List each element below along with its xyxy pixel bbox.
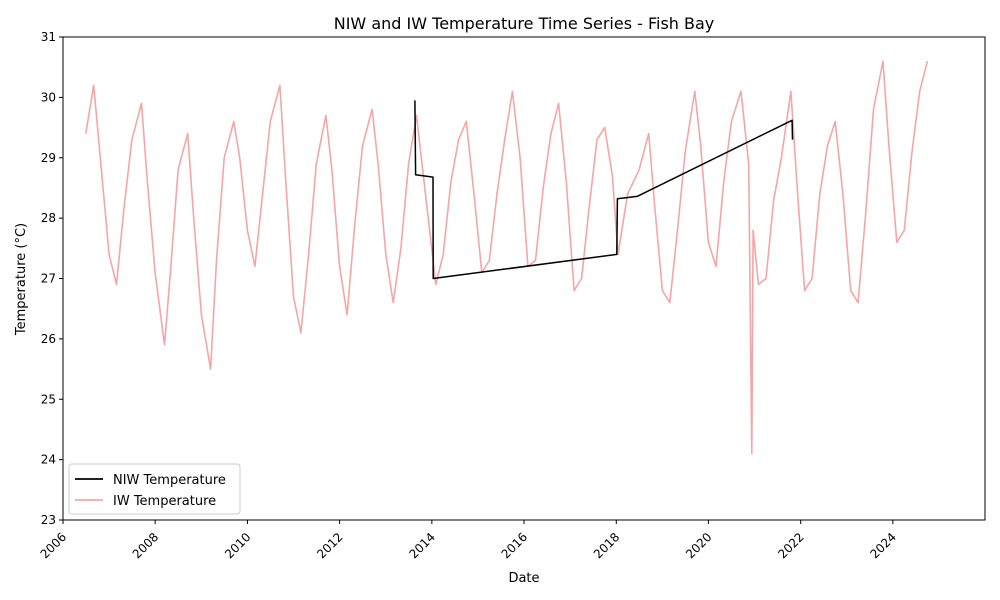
y-tick-label: 26 bbox=[41, 332, 56, 346]
plot-frame bbox=[62, 36, 986, 521]
y-tick-label: 31 bbox=[41, 30, 56, 44]
y-axis-label: Temperature (°C) bbox=[14, 223, 29, 336]
x-tick-label: 2020 bbox=[683, 530, 714, 561]
y-tick-label: 23 bbox=[41, 513, 56, 527]
x-tick-label: 2016 bbox=[499, 530, 530, 561]
x-tick-label: 2022 bbox=[775, 530, 806, 561]
x-tick-label: 2008 bbox=[130, 530, 161, 561]
legend-box bbox=[68, 463, 241, 515]
x-axis: 2006 2008 2010 2012 2014 2016 2018 2020 2022 2024 bbox=[38, 520, 899, 561]
x-tick-label: 2024 bbox=[867, 530, 898, 561]
x-tick-label: 2014 bbox=[406, 530, 437, 561]
x-tick-label: 2010 bbox=[222, 530, 253, 561]
x-axis-label: Date bbox=[508, 571, 539, 586]
y-axis: 23 24 25 26 27 28 29 30 31 bbox=[41, 30, 63, 527]
y-tick-label: 25 bbox=[41, 392, 56, 406]
x-tick-label: 2012 bbox=[314, 530, 345, 561]
y-tick-label: 30 bbox=[41, 90, 56, 104]
series-line-iw bbox=[85, 60, 929, 455]
y-tick-label: 28 bbox=[41, 211, 56, 225]
series-layer bbox=[85, 60, 929, 455]
y-tick-label: 24 bbox=[41, 453, 56, 467]
series-line-niw bbox=[414, 100, 794, 280]
legend-label-iw: IW Temperature bbox=[113, 494, 216, 509]
chart-title: NIW and IW Temperature Time Series - Fis… bbox=[334, 14, 715, 33]
legend: NIW Temperature IW Temperature bbox=[68, 463, 241, 515]
y-tick-label: 29 bbox=[41, 151, 56, 165]
x-tick-label: 2006 bbox=[38, 530, 69, 561]
legend-label-niw: NIW Temperature bbox=[113, 473, 226, 488]
x-tick-label: 2018 bbox=[591, 530, 622, 561]
y-tick-label: 27 bbox=[41, 272, 56, 286]
